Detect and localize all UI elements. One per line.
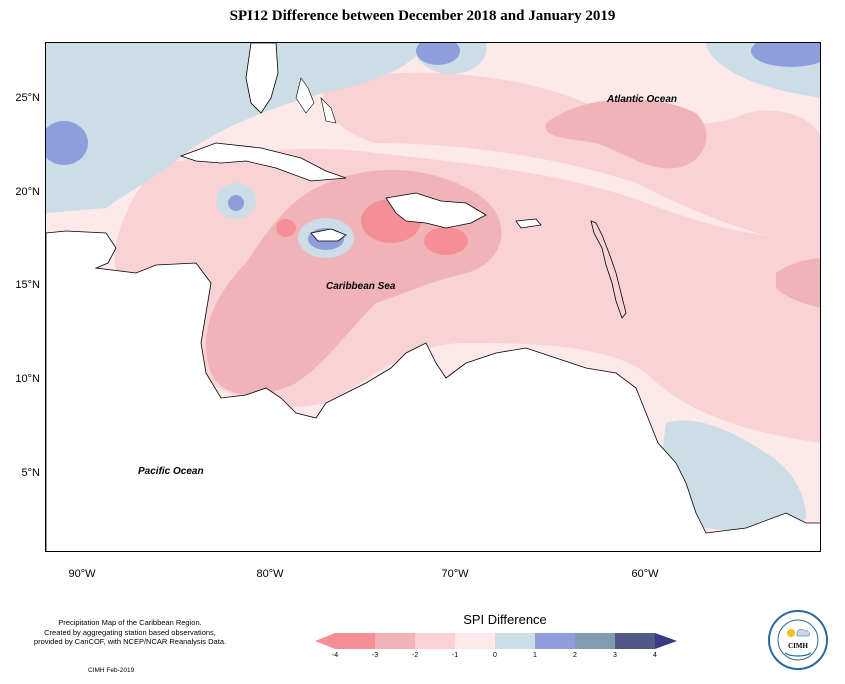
lon-label-80w: 80°W xyxy=(256,568,284,580)
legend-colorbar xyxy=(315,633,677,649)
map-caption: Precipitation Map of the Caribbean Regio… xyxy=(15,618,245,647)
legend-swatch-6 xyxy=(535,633,575,649)
legend-swatch-7 xyxy=(575,633,615,649)
lon-label-70w: 70°W xyxy=(441,568,469,580)
legend-swatch-5 xyxy=(495,633,535,649)
spi-map-canvas xyxy=(46,43,820,551)
legend-arrow-right xyxy=(655,633,677,649)
caption-line-2: Created by aggregating station based obs… xyxy=(44,627,216,637)
legend-tick: -4 xyxy=(331,652,339,659)
spi-blue-cayman xyxy=(228,195,244,211)
legend-tick: 4 xyxy=(653,652,657,659)
cimh-logo: CIMH xyxy=(768,610,828,670)
logo-text: CIMH xyxy=(788,642,808,650)
lon-label-60w: 60°W xyxy=(631,568,659,580)
land-puerto-rico xyxy=(515,218,542,229)
land-bahamas xyxy=(295,77,337,124)
spi-blue-northeast xyxy=(751,43,820,67)
land-florida xyxy=(245,43,279,114)
atlantic-ocean-label: Atlantic Ocean xyxy=(607,94,678,105)
caption-line-1: Precipitation Map of the Caribbean Regio… xyxy=(58,618,202,627)
lon-label-90w: 90°W xyxy=(68,568,96,580)
spi-medium-pink-atlantic xyxy=(545,99,707,169)
spi-blue-north xyxy=(416,43,460,65)
legend-swatch-4 xyxy=(455,633,495,649)
land-hispaniola xyxy=(385,192,487,229)
sun-icon xyxy=(787,629,795,637)
spi-light-pink-region-north xyxy=(323,72,820,243)
spi-dark-pink-west xyxy=(276,219,296,237)
spi-blue-gulf xyxy=(46,121,88,165)
caribbean-sea-label: Caribbean Sea xyxy=(326,281,396,292)
spi-medium-pink-east xyxy=(776,258,820,308)
spi-light-blue-guiana xyxy=(661,420,806,531)
credit-text: CIMH Feb-2019 xyxy=(88,667,135,674)
caption-line-3: provided by CariCOF, with NCEP/NCAR Rean… xyxy=(33,637,227,646)
lat-label-25n: 25°N xyxy=(15,92,40,104)
legend-swatch-3 xyxy=(415,633,455,649)
lat-label-5n: 5°N xyxy=(21,467,40,479)
cloud-icon xyxy=(796,629,810,637)
legend-tick: 3 xyxy=(613,652,617,659)
map-area[interactable] xyxy=(45,42,821,552)
legend-arrow-left xyxy=(315,633,335,649)
legend-title: SPI Difference xyxy=(463,612,547,627)
land-lesser-antilles xyxy=(590,220,627,319)
lat-label-10n: 10°N xyxy=(15,373,40,385)
legend-tick: 0 xyxy=(493,652,497,659)
land-jamaica xyxy=(310,228,347,242)
legend-tick: -1 xyxy=(451,652,459,659)
legend-swatch-1 xyxy=(335,633,375,649)
land-cuba xyxy=(179,142,347,182)
lat-label-15n: 15°N xyxy=(15,279,40,291)
legend-tick: 2 xyxy=(573,652,577,659)
legend-swatch-8 xyxy=(615,633,655,649)
land-central-south-america xyxy=(46,230,820,551)
legend-tick: 1 xyxy=(533,652,537,659)
lat-label-20n: 20°N xyxy=(15,186,40,198)
map-title: SPI12 Difference between December 2018 a… xyxy=(229,8,616,24)
legend-tick: -2 xyxy=(411,652,419,659)
legend-swatch-2 xyxy=(375,633,415,649)
pacific-ocean-label: Pacific Ocean xyxy=(138,466,204,477)
spi-light-blue-gulf xyxy=(46,43,426,213)
spi-dark-pink-south xyxy=(424,227,468,255)
legend-tick: -3 xyxy=(371,652,379,659)
